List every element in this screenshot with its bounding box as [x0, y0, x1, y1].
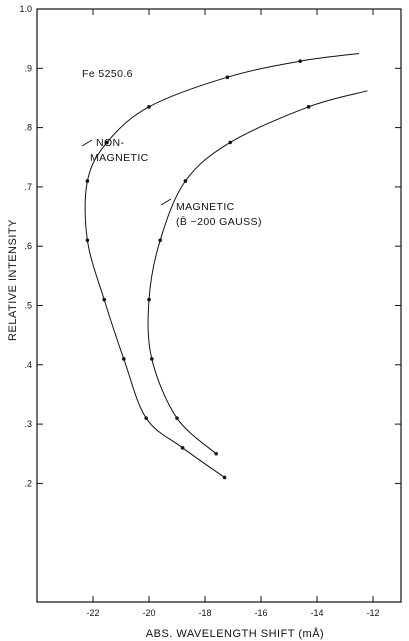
x-tick-label: -14	[310, 608, 323, 618]
data-point-non-magnetic	[225, 75, 230, 79]
nonmagnetic-label-line2: MAGNETIC	[90, 152, 149, 164]
series-line-non-magnetic	[84, 53, 360, 478]
data-point-magnetic	[175, 416, 179, 420]
data-point-non-magnetic	[144, 416, 148, 420]
data-point-non-magnetic	[180, 446, 185, 450]
data-point-magnetic	[147, 297, 151, 302]
nonmagnetic-label-line1: NON-	[96, 137, 125, 149]
data-point-non-magnetic	[298, 59, 303, 63]
data-point-magnetic	[214, 451, 218, 456]
data-point-non-magnetic	[147, 105, 151, 109]
data-point-magnetic	[228, 140, 232, 145]
data-point-non-magnetic	[85, 179, 90, 183]
x-tick-label: -22	[86, 608, 99, 618]
y-tick-label: 1.0	[19, 4, 32, 14]
axes	[36, 8, 402, 603]
data-point-magnetic	[158, 238, 162, 243]
magnetic-annotation: MAGNETIC (B̄ ~200 GAUSS)	[160, 198, 262, 228]
magnetic-label-line2: (B̄ ~200 GAUSS)	[176, 215, 262, 228]
y-axis-ticks: .2 .3 .4 .5 .6 .7 .8 .9 1.0	[19, 4, 401, 488]
line-label-annotation: Fe 5250.6	[82, 68, 133, 80]
y-tick-label: .5	[24, 301, 32, 311]
x-axis-ticks: -22 -20 -18 -16 -14 -12	[86, 9, 380, 618]
y-tick-label: .3	[24, 419, 32, 429]
data-point-non-magnetic	[222, 475, 227, 480]
x-tick-label: -18	[198, 608, 211, 618]
data-point-non-magnetic	[122, 357, 126, 361]
data-point-non-magnetic	[105, 140, 109, 145]
y-tick-label: .4	[24, 360, 32, 370]
data-point-magnetic	[183, 179, 188, 183]
nonmagnetic-leader-line	[81, 139, 93, 147]
y-tick-label: .8	[24, 123, 32, 133]
data-point-magnetic	[150, 357, 154, 361]
series-line-magnetic	[147, 90, 368, 455]
x-tick-label: -12	[366, 608, 379, 618]
y-tick-label: .9	[24, 63, 32, 73]
magnetic-label-line1: MAGNETIC	[176, 201, 235, 213]
magnetic-leader-line	[160, 198, 172, 206]
nonmagnetic-annotation: NON- MAGNETIC	[81, 137, 149, 164]
plot-frame	[36, 8, 402, 603]
x-tick-label: -16	[254, 608, 267, 618]
y-tick-label: .6	[24, 241, 32, 251]
series-layer	[84, 53, 368, 480]
x-axis-title: ABS. WAVELENGTH SHIFT (mÅ)	[146, 627, 324, 640]
y-axis-title: RELATIVE INTENSITY	[7, 219, 19, 341]
data-point-non-magnetic	[85, 238, 90, 243]
y-tick-label: .7	[24, 182, 32, 192]
data-point-magnetic	[306, 105, 311, 109]
data-point-non-magnetic	[102, 297, 106, 302]
y-tick-label: .2	[24, 478, 32, 488]
x-tick-label: -20	[142, 608, 155, 618]
